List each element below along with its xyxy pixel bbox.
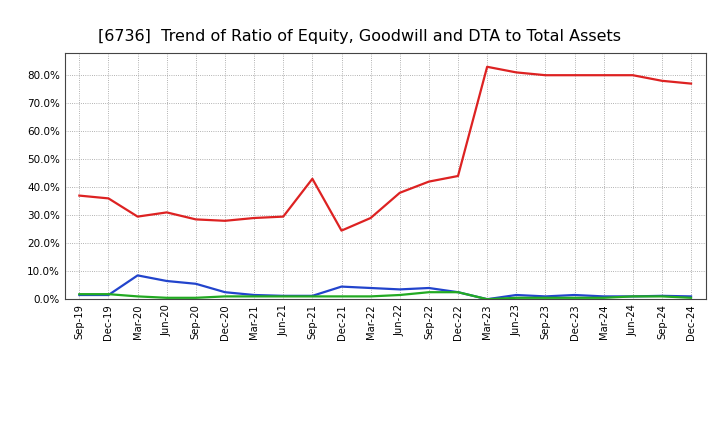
Text: [6736]  Trend of Ratio of Equity, Goodwill and DTA to Total Assets: [6736] Trend of Ratio of Equity, Goodwil…: [99, 29, 621, 44]
